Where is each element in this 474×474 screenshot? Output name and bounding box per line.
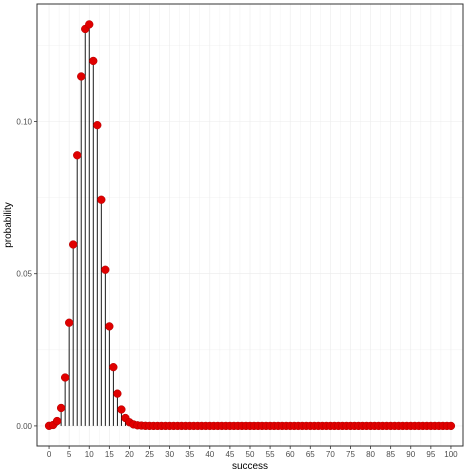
x-tick-label: 55	[266, 450, 275, 459]
y-tick-label: 0.10	[16, 118, 32, 127]
data-point	[446, 421, 456, 431]
stems	[48, 24, 150, 426]
x-tick-label: 40	[205, 450, 214, 459]
data-point	[77, 72, 86, 81]
data-point	[113, 389, 122, 398]
x-tick-label: 10	[85, 450, 94, 459]
x-tick-label: 30	[165, 450, 174, 459]
x-tick-label: 100	[444, 450, 458, 459]
data-point	[105, 322, 114, 331]
data-point	[97, 195, 106, 204]
y-tick-label: 0.05	[16, 270, 32, 279]
x-tick-label: 0	[47, 450, 52, 459]
x-tick-label: 5	[67, 450, 72, 459]
x-tick-label: 35	[185, 450, 194, 459]
data-point	[93, 121, 102, 130]
data-point	[85, 20, 94, 29]
x-tick-label: 85	[386, 450, 395, 459]
data-point	[69, 240, 78, 249]
x-tick-label: 20	[125, 450, 134, 459]
x-tick-label: 80	[366, 450, 375, 459]
x-tick-label: 75	[346, 450, 355, 459]
x-tick-label: 60	[286, 450, 295, 459]
x-axis-title: success	[232, 461, 268, 472]
data-point	[52, 416, 62, 426]
points	[44, 20, 456, 431]
x-tick-label: 90	[406, 450, 415, 459]
grid	[37, 4, 463, 446]
data-point	[73, 151, 82, 160]
y-axis-title: probability	[3, 202, 14, 248]
x-tick-label: 95	[426, 450, 435, 459]
data-point	[89, 56, 98, 66]
y-tick-label: 0.00	[16, 422, 32, 431]
data-point	[109, 363, 118, 372]
data-point	[65, 318, 74, 327]
x-tick-label: 65	[306, 450, 315, 459]
x-tick-label: 15	[105, 450, 114, 459]
data-point	[117, 405, 126, 414]
x-tick-label: 50	[246, 450, 255, 459]
x-tick-label: 25	[145, 450, 154, 459]
data-point	[60, 373, 70, 382]
x-tick-label: 45	[225, 450, 234, 459]
data-point	[56, 403, 66, 413]
x-axis: 0 5 10 15 20 25 30 35 40 45 50 55 60 65 70 75 80 85 90 95 10…	[47, 446, 458, 459]
x-tick-label: 70	[326, 450, 335, 459]
data-point	[101, 265, 110, 274]
y-axis: 0.00 0.05 0.10	[16, 118, 37, 431]
